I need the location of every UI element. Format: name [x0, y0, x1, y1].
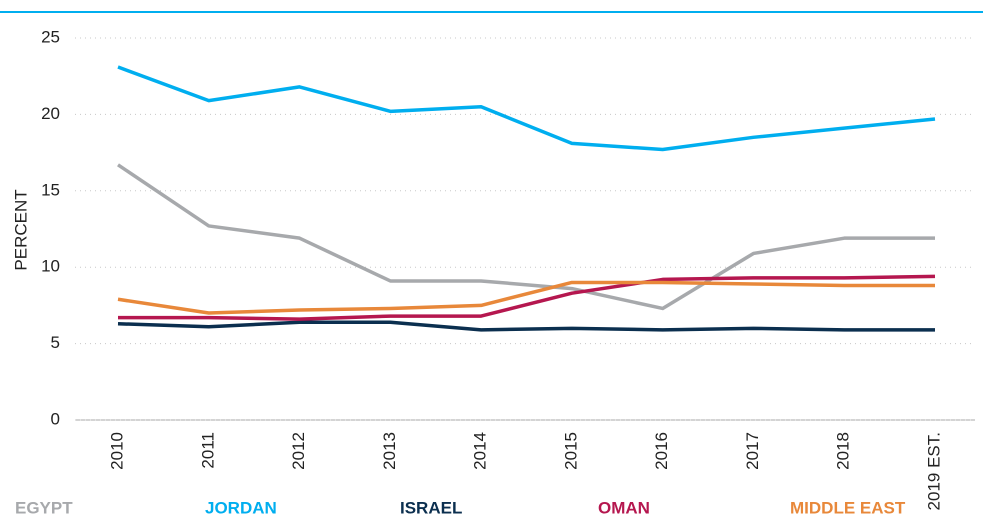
- y-tick-label: 10: [41, 257, 60, 276]
- series-line: [117, 163, 935, 311]
- x-tick-label: 2014: [471, 432, 490, 470]
- x-tick-label: 2017: [743, 432, 762, 470]
- x-tick-label: 2011: [198, 432, 217, 469]
- x-tick-label: 2010: [107, 432, 126, 470]
- x-tick-label: 2013: [380, 432, 399, 470]
- series-line: [118, 274, 936, 321]
- y-tick-label: 20: [41, 104, 60, 123]
- x-tick-label: 2015: [561, 432, 580, 470]
- series-line: [117, 280, 935, 315]
- x-tick-label: 2012: [289, 432, 308, 470]
- x-tick-label: 2019 EST.: [924, 432, 943, 510]
- legend-label: EGYPT: [15, 498, 73, 517]
- x-tick-label: 2016: [652, 432, 671, 470]
- y-tick-label: 0: [51, 409, 60, 428]
- y-tick-label: 15: [41, 180, 60, 199]
- x-tick-label: 2018: [834, 432, 853, 470]
- y-tick-label: 5: [51, 333, 60, 352]
- series-line: [117, 65, 936, 152]
- y-tick-label: 25: [41, 27, 60, 46]
- legend-label: ISRAEL: [400, 498, 462, 517]
- legend-label: MIDDLE EAST: [790, 498, 906, 517]
- legend-label: JORDAN: [205, 498, 277, 517]
- legend-label: OMAN: [598, 498, 650, 517]
- y-axis-label: PERCENT: [11, 189, 30, 270]
- series-line: [117, 320, 935, 332]
